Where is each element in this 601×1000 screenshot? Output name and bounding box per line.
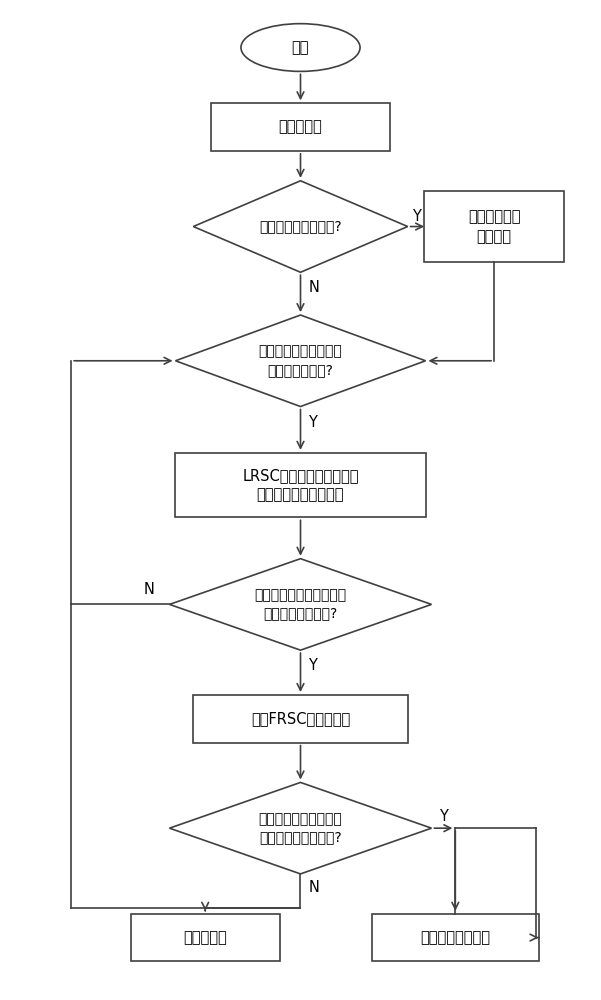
Text: 少量FRSC来解决冲突: 少量FRSC来解决冲突 — [251, 711, 350, 726]
Text: 将组播数据包
进行复制: 将组播数据包 进行复制 — [468, 209, 520, 244]
Text: Y: Y — [308, 415, 317, 430]
Text: Y: Y — [439, 809, 448, 824]
Text: 数据包为组播数据包?: 数据包为组播数据包? — [259, 220, 342, 234]
Text: N: N — [308, 280, 319, 295]
Text: N: N — [308, 880, 319, 895]
Text: 数据包对应目的输出端
的频谱存在冲突?: 数据包对应目的输出端 的频谱存在冲突? — [258, 345, 343, 377]
Text: Y: Y — [308, 658, 317, 673]
Text: 丢弃冲突的数据包: 丢弃冲突的数据包 — [420, 930, 490, 945]
Text: Y: Y — [412, 209, 421, 224]
Text: 输出数据包: 输出数据包 — [183, 930, 227, 945]
Text: 数据包对应目的输出端
的频谱仍然存在冲突?: 数据包对应目的输出端 的频谱仍然存在冲突? — [258, 812, 343, 844]
Text: LRSC根据双重权重极大团
的调度算法来解决冲突: LRSC根据双重权重极大团 的调度算法来解决冲突 — [242, 468, 359, 502]
Text: 数据包到达: 数据包到达 — [279, 120, 322, 135]
Text: N: N — [143, 582, 154, 597]
Text: 数据包对应目的输出端的
频谱仍然存在冲突?: 数据包对应目的输出端的 频谱仍然存在冲突? — [254, 588, 347, 621]
Text: 开始: 开始 — [291, 40, 310, 55]
